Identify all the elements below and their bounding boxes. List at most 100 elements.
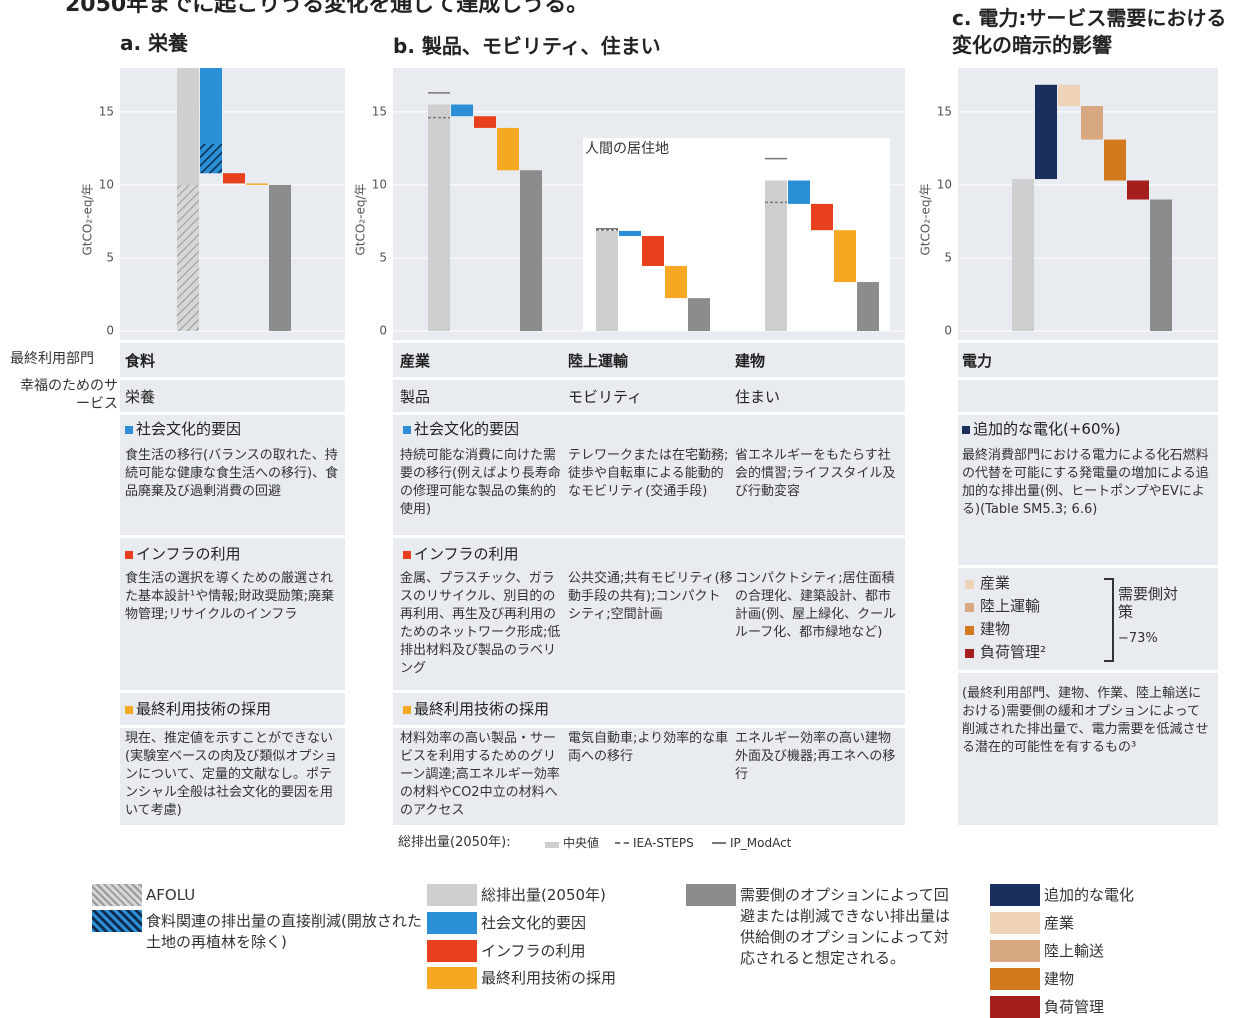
legend-label: 陸上輸送 (1044, 942, 1105, 960)
separator (958, 412, 1218, 415)
section-title-text: インフラの利用 (414, 545, 519, 563)
section-title-text: 最終利用技術の採用 (414, 700, 550, 718)
bracket-label: 需要側対策 (1118, 585, 1179, 621)
section-text: テレワークまたは在宅勤務;徒歩や自転車による能動的なモビリティ(交通手段) (568, 448, 729, 499)
legend-swatch (990, 968, 1040, 990)
section-title-text: 社会文化的要因 (414, 420, 520, 438)
step-bar (497, 127, 519, 171)
y-tick-label: 5 (379, 250, 387, 264)
separator (958, 377, 1218, 380)
separator (120, 377, 345, 380)
y-tick-label: 5 (944, 250, 952, 264)
legend-label: AFOLU (146, 886, 196, 904)
legend-swatch (92, 884, 142, 906)
separator (393, 725, 905, 728)
legend-swatch (965, 626, 974, 635)
y-tick-label: 15 (99, 104, 114, 118)
legend-swatch (990, 912, 1040, 934)
section-text: 最終消費部門における電力による化石燃料の代替を可能にする発電量の増加による追加的… (962, 448, 1209, 517)
section-title: 社会文化的要因 (403, 418, 519, 439)
step-bar (1035, 84, 1057, 180)
legend-label: 最終利用技術の採用 (481, 969, 617, 987)
residual-bar (269, 184, 291, 331)
legend-label: 負荷管理² (980, 643, 1047, 661)
marker (125, 551, 133, 559)
section-title-text: 追加的な電化(+60%) (973, 420, 1121, 438)
separator (120, 340, 345, 343)
section-text: 公共交通;共有モビリティ(移動手段の共有);コンパクトシティ;空間計画 (568, 571, 733, 622)
sector: 電力 (962, 352, 993, 370)
section-text: 現在、推定値を示すことができない(実験室ベースの肉及び類似オプションについて、定… (125, 731, 338, 818)
marker (962, 426, 970, 434)
legend-label: 社会文化的要因 (481, 914, 587, 932)
legend-swatch (427, 912, 477, 934)
section-title: 最終利用技術の採用 (403, 698, 549, 719)
step-bar (1104, 139, 1126, 181)
section-title-text: 最終利用技術の採用 (136, 700, 272, 718)
section-text: 持続可能な消費に向けた需要の移行(例えばより長寿命の修理可能な製品の集約的使用) (400, 448, 561, 517)
step-bar (246, 183, 268, 185)
section-title: インフラの利用 (125, 543, 241, 564)
residual-bar (1150, 199, 1172, 331)
residual-bar (688, 298, 710, 331)
legend-swatch (965, 649, 974, 658)
section-title: 追加的な電化(+60%) (962, 418, 1121, 439)
y-tick-label: 0 (944, 324, 952, 338)
total-bar (765, 180, 787, 331)
legend-label: 食料関連の排出量の直接削減(開放された土地の再植林を除く) (146, 912, 422, 951)
step-bar (811, 203, 833, 231)
residual-bar (857, 282, 879, 331)
ref-swatch (545, 842, 559, 848)
total-bar (428, 104, 450, 332)
separator (120, 535, 345, 538)
separator (393, 690, 905, 693)
row-label: 幸福のためのサービス (20, 378, 118, 412)
separator (120, 690, 345, 693)
legend-swatch (990, 996, 1040, 1018)
step-bar (1081, 105, 1103, 140)
legend-label: 産業 (980, 574, 1011, 592)
box-label: 人間の居住地 (585, 141, 669, 157)
panel-c-bg (958, 68, 1218, 825)
section-title-text: 社会文化的要因 (136, 420, 242, 438)
step-bar (223, 173, 245, 184)
marker (125, 706, 133, 714)
y-axis-label: GtCO₂-eq/年 (919, 183, 933, 255)
legend-swatch (427, 940, 477, 962)
legend-swatch (427, 967, 477, 989)
legend-label: 需要側のオプションによって回避または削減できない排出量は供給側のオプションによっ… (740, 886, 951, 967)
legend-swatch (965, 580, 974, 589)
y-tick-label: 15 (937, 104, 952, 118)
chart-title: b. 製品、モビリティ、住まい (393, 34, 661, 58)
y-tick-label: 10 (99, 177, 114, 191)
service: 製品 (400, 388, 431, 406)
step-bar (474, 116, 496, 128)
legend-swatch (686, 884, 736, 906)
y-axis-label: GtCO₂-eq/年 (354, 183, 368, 255)
step-bar (619, 230, 641, 237)
section-text: コンパクトシティ;居住面積の合理化、建築設計、都市計画(例、屋上緑化、クールルー… (735, 571, 897, 640)
separator (393, 412, 905, 415)
legend-label: 負荷管理 (1044, 998, 1105, 1016)
ref-legend-label: IEA-STEPS (633, 836, 694, 850)
service: モビリティ (568, 388, 643, 406)
separator (958, 670, 1218, 673)
step-bar (451, 104, 473, 117)
bracket-value: −73% (1118, 631, 1158, 646)
marker (403, 706, 411, 714)
ref-legend-label: 中央値 (563, 836, 600, 850)
step-bar (1127, 180, 1149, 200)
afolu-bar (177, 184, 199, 331)
section-text: 食生活の移行(バランスの取れた、持続可能な健康な食生活への移行)、食品廃棄及び過… (125, 448, 339, 499)
section-text: 金属、プラスチック、ガラスのリサイクル、別目的の再利用、再生及び再利用のためのネ… (400, 571, 561, 676)
legend-swatch (990, 940, 1040, 962)
ref-legend-title: 総排出量(2050年): (398, 835, 511, 850)
residual-bar (520, 170, 542, 331)
section-title-text: インフラの利用 (136, 545, 241, 563)
section-text: 食生活の選択を導くための厳選された基本設計¹や情報;財政奨励策;廃棄物管理;リサ… (125, 571, 334, 622)
step-bar (788, 180, 810, 204)
y-tick-label: 15 (372, 104, 387, 118)
legend-label: 建物 (980, 620, 1011, 638)
